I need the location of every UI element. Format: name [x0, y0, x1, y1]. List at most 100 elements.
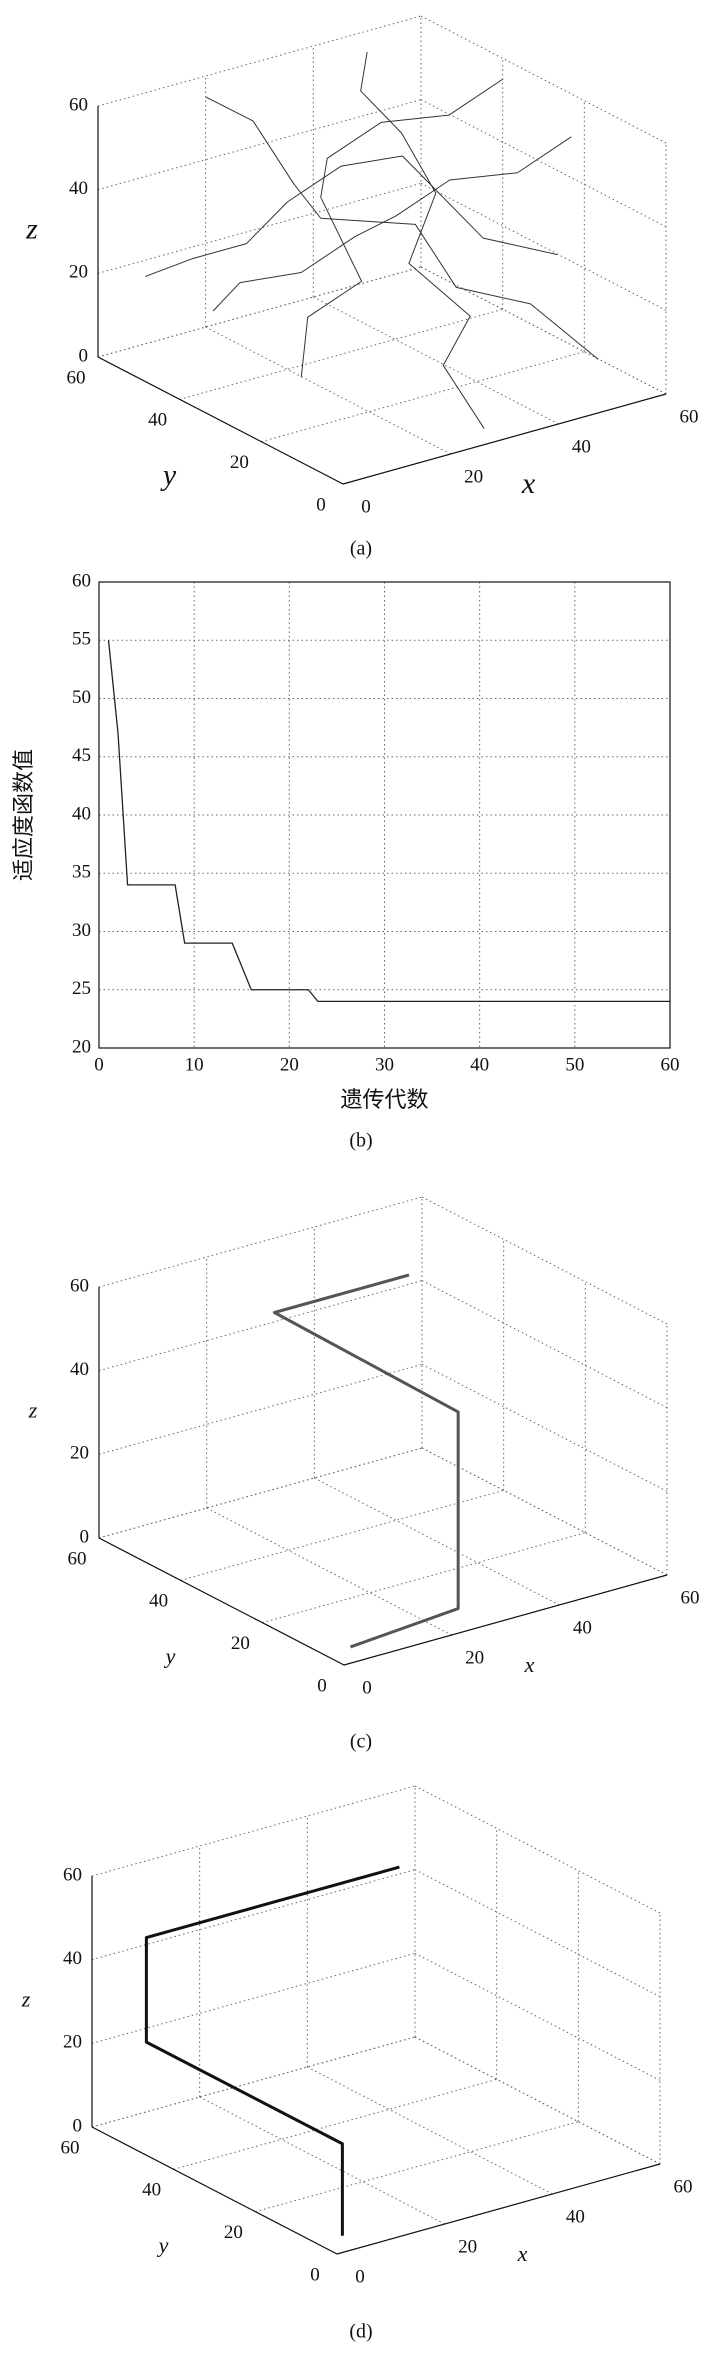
grid-line — [421, 1363, 668, 1492]
z-tick-label: 20 — [70, 1443, 89, 1464]
grid-line — [261, 351, 585, 443]
x-axis-title: x — [521, 467, 536, 500]
path-line — [272, 1273, 460, 1649]
grid-line — [262, 1532, 586, 1624]
grid-line — [420, 182, 667, 311]
z-tick-label: 40 — [70, 1359, 89, 1380]
y-axis-title: y — [157, 2233, 169, 2258]
x-tick-label: 60 — [681, 1587, 700, 1608]
x-tick-label: 60 — [661, 1054, 680, 1075]
x-tick-label: 0 — [94, 1054, 104, 1075]
y-tick-label: 60 — [72, 570, 91, 591]
y-tick-label: 40 — [72, 803, 91, 824]
x-axis-title: x — [524, 1652, 535, 1677]
caption: (b) — [349, 1130, 372, 1152]
z-tick-label: 20 — [63, 2032, 82, 2053]
y-tick-label: 40 — [148, 410, 167, 431]
y-tick-label: 20 — [230, 452, 249, 473]
grid-line — [420, 15, 667, 144]
grid-line — [199, 2096, 445, 2225]
x-tick-label: 60 — [680, 406, 699, 427]
x-tick-label: 40 — [470, 1054, 489, 1075]
caption: (c) — [350, 1731, 372, 1753]
y-tick-label: 60 — [67, 367, 86, 388]
z-tick-label: 20 — [69, 262, 88, 283]
y-tick-label: 20 — [72, 1036, 91, 1057]
grid-line — [420, 99, 667, 228]
grid-line — [97, 266, 422, 358]
z-tick-label: 0 — [79, 345, 89, 366]
x-tick-label: 20 — [458, 2236, 477, 2257]
y-tick-label: 0 — [317, 1675, 327, 1696]
z-tick-label: 40 — [69, 178, 88, 199]
grid-line — [97, 15, 422, 107]
grid-line — [91, 1785, 416, 1877]
z-tick-label: 0 — [80, 1526, 90, 1547]
grid-line — [414, 2036, 661, 2165]
grid-line — [91, 1869, 416, 1961]
z-tick-label: 60 — [70, 1275, 89, 1296]
y-axis — [97, 356, 344, 485]
y-tick-label: 35 — [72, 862, 91, 883]
x-tick-label: 20 — [464, 466, 483, 487]
x-tick-label: 10 — [185, 1054, 204, 1075]
x-axis — [343, 1574, 668, 1666]
x-tick-label: 0 — [361, 496, 371, 517]
z-tick-label: 60 — [63, 1864, 82, 1885]
y-tick-label: 30 — [72, 920, 91, 941]
x-axis — [336, 2163, 661, 2255]
z-axis-title: z — [25, 212, 38, 245]
y-axis-title: y — [164, 1644, 176, 1669]
y-tick-label: 50 — [72, 687, 91, 708]
z-tick-label: 60 — [69, 94, 88, 115]
path-line — [205, 96, 599, 360]
y-tick-label: 40 — [149, 1591, 168, 1612]
grid-line — [414, 1952, 661, 2081]
grid-line — [314, 1477, 560, 1606]
y-axis — [98, 1537, 345, 1666]
x-tick-label: 60 — [674, 2176, 693, 2197]
grid-line — [421, 1447, 668, 1576]
z-tick-label: 40 — [63, 1948, 82, 1969]
grid-line — [255, 2121, 579, 2213]
x-tick-label: 40 — [573, 1617, 592, 1638]
y-axis-title: y — [160, 458, 177, 491]
grid-line — [307, 2066, 553, 2195]
grid-line — [91, 1952, 416, 2044]
y-axis — [91, 2126, 338, 2255]
grid-line — [98, 1447, 423, 1539]
grid-line — [206, 1507, 452, 1636]
y-tick-label: 0 — [316, 494, 326, 515]
caption: (a) — [350, 538, 372, 560]
y-tick-label: 45 — [72, 745, 91, 766]
path-line — [145, 155, 558, 277]
x-tick-label: 20 — [465, 1647, 484, 1668]
y-tick-label: 60 — [61, 2137, 80, 2158]
grid-line — [414, 1785, 661, 1914]
grid-line — [414, 1869, 661, 1998]
path-line — [360, 51, 485, 429]
plot-frame — [98, 581, 671, 1049]
x-axis-title: 遗传代数 — [340, 1087, 428, 1112]
grid-line — [173, 2078, 497, 2170]
grid-line — [91, 2036, 416, 2128]
y-tick-label: 25 — [72, 978, 91, 999]
x-tick-label: 40 — [566, 2206, 585, 2227]
x-tick-label: 40 — [572, 436, 591, 457]
x-axis — [342, 393, 667, 485]
x-axis-title: x — [517, 2241, 528, 2266]
x-tick-label: 0 — [355, 2266, 365, 2287]
x-tick-label: 0 — [362, 1677, 372, 1698]
x-tick-label: 30 — [375, 1054, 394, 1075]
path-line — [300, 78, 503, 378]
fitness-line — [107, 640, 670, 1003]
grid-line — [420, 266, 667, 395]
grid-line — [180, 1489, 504, 1581]
grid-line — [97, 182, 422, 274]
grid-line — [421, 1196, 668, 1325]
grid-line — [205, 326, 451, 455]
grid-line — [98, 1196, 423, 1288]
z-axis-title: z — [28, 1398, 38, 1423]
z-axis-title: z — [21, 1987, 31, 2012]
